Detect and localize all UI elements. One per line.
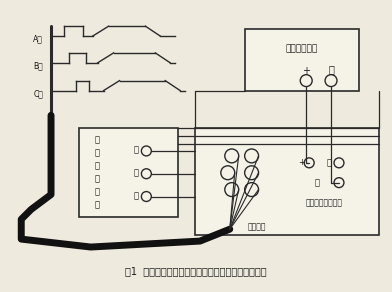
Text: 制: 制: [94, 187, 99, 196]
Text: 器: 器: [94, 161, 99, 170]
Text: +: +: [302, 66, 310, 76]
Text: +: +: [298, 158, 305, 167]
Bar: [79, 128, 178, 217]
Text: 可调直流电源: 可调直流电源: [285, 44, 318, 53]
Text: 路: 路: [94, 148, 99, 157]
Text: C相: C相: [33, 89, 43, 98]
Text: 合: 合: [133, 145, 138, 154]
Text: B相: B相: [33, 61, 43, 70]
Text: 控: 控: [94, 174, 99, 183]
Bar: [195, 128, 379, 235]
Text: －: －: [133, 191, 138, 200]
Text: 时间通道: 时间通道: [247, 223, 266, 232]
Text: 断: 断: [94, 135, 99, 145]
Text: 合: 合: [327, 158, 332, 167]
Text: 箱: 箱: [94, 200, 99, 209]
Text: 断路器特性测试仪: 断路器特性测试仪: [306, 198, 343, 207]
Text: A相: A相: [33, 34, 43, 44]
Text: 图1  合分闸时间、同期性及合闸弹跳时间试验接线图: 图1 合分闸时间、同期性及合闸弹跳时间试验接线图: [125, 266, 267, 276]
Text: －: －: [328, 64, 334, 74]
Bar: [245, 29, 359, 91]
Text: 分: 分: [315, 178, 319, 187]
Text: 分: 分: [133, 168, 138, 177]
